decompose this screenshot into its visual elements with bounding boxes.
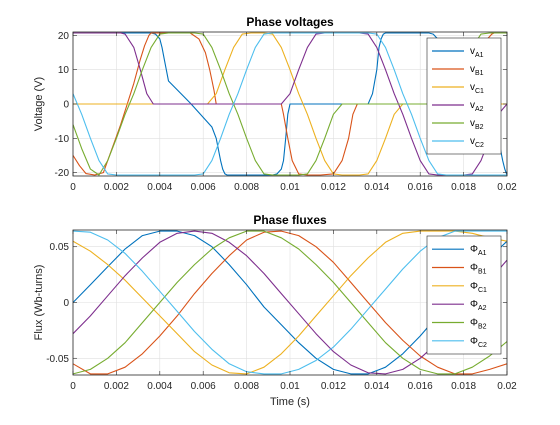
legend-item-a2: vA2 [432,100,484,113]
x-tick-label: 0.014 [364,182,389,193]
x-tick-label: 0.012 [321,182,346,193]
legend-label: ΦA1 [470,244,487,257]
legend-box [426,235,502,355]
legend-item-a1: vA1 [432,46,484,59]
legend-item-b2: ΦB2 [432,318,487,331]
x-tick-label: 0 [70,381,76,392]
series-line-c1 [73,230,507,375]
legend-label-base: v [470,136,475,147]
x-tick-label: 0.01 [280,381,300,392]
y-tick-label: -0.05 [46,354,69,365]
legend-item-c2: ΦC2 [432,336,487,349]
legend-label-subscript: B1 [475,70,484,77]
y-tick-label: 20 [58,31,70,42]
legend-label-subscript: C1 [478,287,487,294]
y-tick-label: 10 [58,65,70,76]
x-tick-label: 0.02 [497,381,517,392]
x-tick-label: 0.018 [451,381,476,392]
legend-label-subscript: C2 [475,142,484,149]
legend-item-b2: vB2 [432,118,484,131]
legend-label: vB1 [470,64,484,77]
x-tick-label: 0.016 [408,182,433,193]
series-line-b2 [73,230,507,375]
legend-item-c1: ΦC1 [432,281,487,294]
x-tick-label: 0.006 [191,182,216,193]
legend-label-base: Φ [470,318,478,329]
y-tick-label: -10 [55,134,70,145]
x-tick-label: 0.014 [364,381,389,392]
x-tick-label: 0.008 [234,381,259,392]
legend-item-c1: vC1 [432,82,484,95]
legend-item-b1: vB1 [432,64,484,77]
x-tick-label: 0 [70,182,76,193]
y-axis-label: Flux (Wb-turns) [33,265,45,341]
x-axis-label: Time (s) [270,396,310,408]
legend-box [426,37,502,155]
legend-label-subscript: A2 [475,106,484,113]
legend-label-subscript: A1 [475,52,484,59]
legend-label-subscript: C2 [478,342,487,349]
plot-top: 0 0.002 0.004 0.006 0.008 0.01 0.012 0.014 0.016… [33,15,517,193]
x-tick-label: 0.01 [280,182,300,193]
legend-label: vA2 [470,100,484,113]
legend-label: vC2 [470,136,484,149]
series-line-a2 [73,32,507,176]
legend-label-base: Φ [470,281,478,292]
legend-label-subscript: A1 [478,250,487,257]
x-tick-label: 0.002 [104,182,129,193]
legend-label-base: Φ [470,263,478,274]
legend-label-base: v [470,118,475,129]
x-tick-label: 0.006 [191,381,216,392]
legend-label: vC1 [470,82,484,95]
legend-item-b1: ΦB1 [432,263,487,276]
x-tick-label: 0.02 [497,182,517,193]
legend-label-base: v [470,46,475,57]
legend-item-c2: vC2 [432,136,484,149]
legend-label-subscript: B2 [478,324,487,331]
x-tick-label: 0.016 [408,381,433,392]
chart-title: Phase fluxes [253,213,327,227]
legend-label-base: Φ [470,244,478,255]
legend-label-subscript: B1 [478,269,487,276]
x-tick-label: 0.002 [104,381,129,392]
plot-bottom: 0 0.002 0.004 0.006 0.008 0.01 0.012 0.014 0.016… [33,213,517,408]
y-tick-label: 0.05 [50,242,70,253]
y-tick-label: 0 [63,100,69,111]
legend-label: ΦB2 [470,318,487,331]
legend-label-base: v [470,100,475,111]
legend-label: ΦC1 [470,281,487,294]
legend-label-base: Φ [470,336,478,347]
legend-item-a2: ΦA2 [432,299,487,312]
x-tick-label: 0.008 [234,182,259,193]
x-tick-label: 0.004 [147,381,172,392]
x-tick-label: 0.004 [147,182,172,193]
legend-label: ΦC2 [470,336,487,349]
x-tick-label: 0.012 [321,381,346,392]
legend-label: ΦB1 [470,263,487,276]
legend-label-subscript: B2 [475,124,484,131]
legend-label: ΦA2 [470,299,487,312]
y-tick-label: 0 [63,298,69,309]
legend-label-subscript: A2 [478,305,487,312]
legend-label: vA1 [470,46,484,59]
x-tick-label: 0.018 [451,182,476,193]
y-tick-label: -20 [55,168,70,179]
y-axis-label: Voltage (V) [33,77,45,131]
legend-label-base: v [470,82,475,93]
legend-label-base: Φ [470,299,478,310]
legend-item-a1: ΦA1 [432,244,487,257]
legend-label-subscript: C1 [475,88,484,95]
legend-label-base: v [470,64,475,75]
legend-label: vB2 [470,118,484,131]
chart-title: Phase voltages [246,15,334,29]
